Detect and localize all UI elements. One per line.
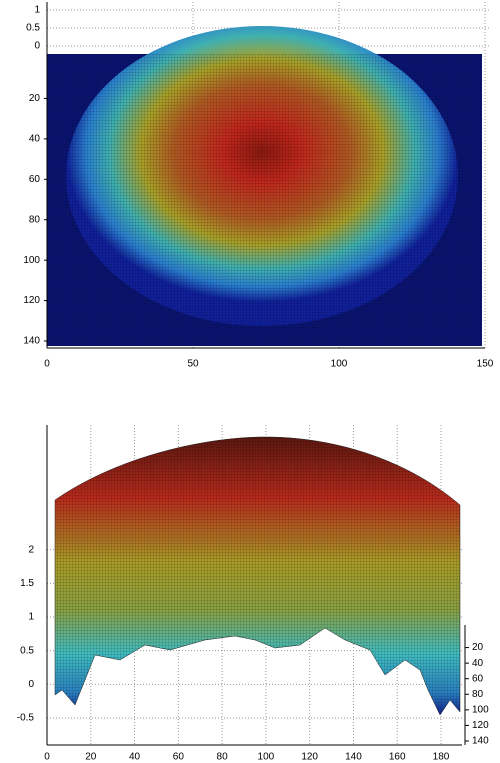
y-tick-label: 20 [29, 93, 41, 104]
surface-mesh [54, 436, 461, 716]
y-tick-label: 80 [29, 214, 41, 225]
z-tick-label: 2 [28, 544, 34, 555]
surface-mesh [47, 54, 482, 346]
z-tick-label: 1 [34, 5, 40, 16]
y-tick-label: 100 [472, 704, 489, 715]
z-tick-label: 0 [28, 679, 34, 690]
x-tick-label: 40 [129, 752, 141, 763]
y-tick-label: 120 [23, 295, 40, 306]
z-tick-label: 0.5 [20, 645, 34, 656]
y-tick-label: 40 [29, 133, 41, 144]
z-tick-label: -0.5 [17, 713, 35, 724]
y-tick-label: 120 [472, 720, 489, 731]
y-tick-label: 40 [472, 658, 484, 669]
y-tick-label: 60 [29, 174, 41, 185]
x-tick-label: 0 [44, 359, 50, 370]
x-tick-label: 0 [44, 752, 50, 763]
y-tick-label: 20 [472, 642, 484, 653]
z-tick-label: 1.5 [20, 578, 34, 589]
y-tick-label: 140 [472, 736, 489, 747]
x-tick-label: 150 [477, 359, 494, 370]
x-tick-label: 160 [389, 752, 406, 763]
x-tick-label: 180 [433, 752, 450, 763]
x-tick-label: 20 [85, 752, 97, 763]
x-tick-label: 50 [187, 359, 199, 370]
z-tick-label: 0.5 [26, 23, 40, 34]
z-tick-label: 0 [34, 41, 40, 52]
y-tick-label: 80 [472, 689, 484, 700]
z-tick-label: 1 [28, 612, 34, 623]
x-tick-label: 100 [258, 752, 275, 763]
x-tick-label: 60 [173, 752, 185, 763]
x-tick-label: 100 [331, 359, 348, 370]
y-tick-label: 140 [23, 336, 40, 347]
y-tick-label: 100 [23, 255, 40, 266]
x-tick-label: 80 [217, 752, 229, 763]
x-tick-label: 140 [345, 752, 362, 763]
y-tick-label: 60 [472, 673, 484, 684]
x-tick-label: 120 [301, 752, 318, 763]
